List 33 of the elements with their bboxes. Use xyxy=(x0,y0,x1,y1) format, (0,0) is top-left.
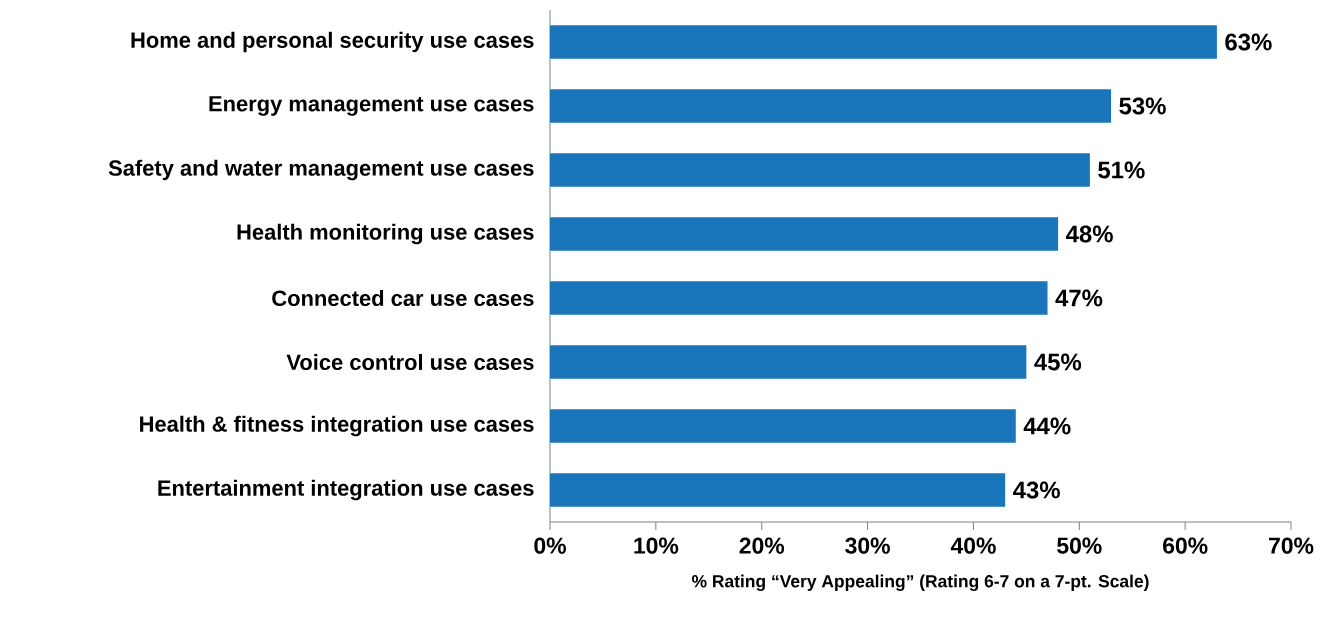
y-tick-label: Home and personal security use cases xyxy=(131,31,534,53)
y-tick-label: Health monitoring use cases xyxy=(237,223,534,245)
data-label: 48% xyxy=(1066,225,1113,243)
x-tick-label: 10% xyxy=(634,537,679,554)
x-tick-label: 50% xyxy=(1057,537,1102,554)
bar xyxy=(550,153,1090,187)
y-tick-label: Energy management use cases xyxy=(209,96,534,116)
y-tick-label: Entertainment integration use cases xyxy=(158,479,534,501)
bar xyxy=(550,217,1059,251)
data-label: 43% xyxy=(1013,481,1060,499)
x-tick-label: 20% xyxy=(739,537,785,554)
x-tick-label: 40% xyxy=(950,537,996,554)
y-tick-label: Health & fitness integration use cases xyxy=(140,415,534,437)
bar xyxy=(550,409,1016,443)
data-label: 47% xyxy=(1055,289,1103,307)
x-tick-label: 70% xyxy=(1269,537,1314,554)
y-tick-label: Connected car use cases xyxy=(272,289,534,307)
bar xyxy=(550,89,1112,123)
data-label: 53% xyxy=(1119,97,1166,115)
x-tick-label: 60% xyxy=(1163,537,1208,554)
y-tick-label: Safety and water management use cases xyxy=(108,159,534,181)
bar xyxy=(550,25,1217,59)
bar xyxy=(550,281,1048,315)
data-label: 45% xyxy=(1034,353,1082,371)
data-label: 51% xyxy=(1098,161,1145,179)
data-label: 44% xyxy=(1023,417,1071,435)
bar xyxy=(550,345,1027,379)
y-tick-label: Voice control use cases xyxy=(286,353,534,371)
x-axis-title: % Rating “Very Appealing” (Rating 6-7 on a 7-pt. Scale) xyxy=(691,574,1149,591)
data-label: 63% xyxy=(1225,33,1272,51)
x-tick-label: 0% xyxy=(534,537,566,554)
bar xyxy=(550,473,1006,507)
x-tick-label: 30% xyxy=(845,537,890,554)
